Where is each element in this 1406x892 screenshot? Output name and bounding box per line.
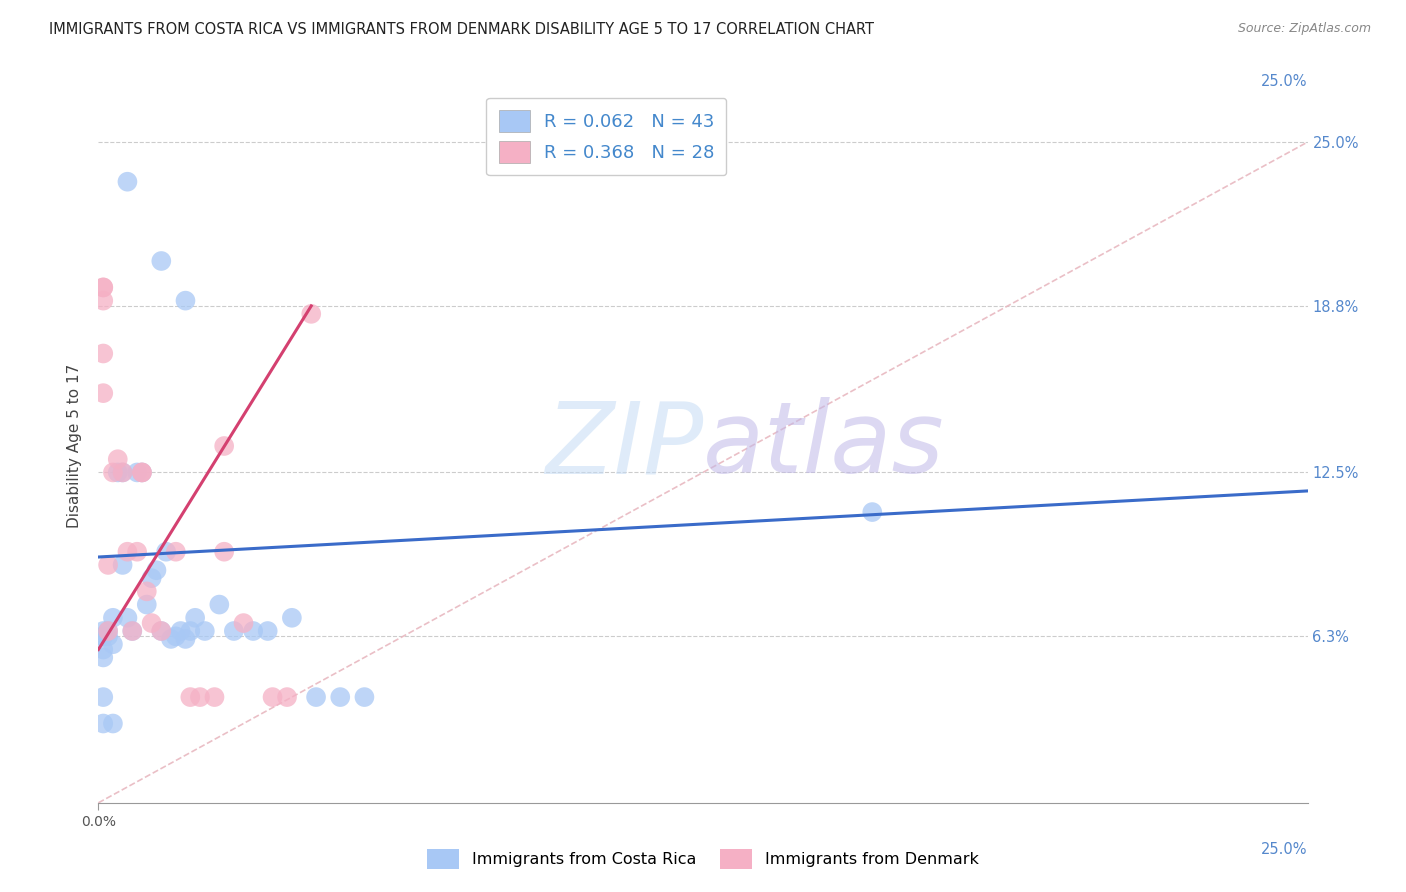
Point: [179, 690, 201, 704]
Point: [165, 545, 187, 559]
Point: [150, 624, 173, 638]
Point: [169, 624, 191, 638]
Text: 25.0%: 25.0%: [1261, 842, 1308, 857]
Point: [97, 558, 120, 572]
Point: [222, 624, 245, 638]
Point: [117, 611, 139, 625]
Y-axis label: Disability Age 5 to 17: Disability Age 5 to 17: [67, 364, 83, 528]
Point: [91, 690, 114, 704]
Point: [127, 466, 149, 480]
Text: Source: ZipAtlas.com: Source: ZipAtlas.com: [1237, 22, 1371, 36]
Point: [131, 466, 153, 480]
Legend: R = 0.062   N = 43, R = 0.368   N = 28: R = 0.062 N = 43, R = 0.368 N = 28: [486, 98, 725, 176]
Point: [212, 545, 235, 559]
Text: ZIP: ZIP: [544, 398, 703, 494]
Point: [281, 611, 304, 625]
Point: [127, 545, 149, 559]
Point: [262, 690, 284, 704]
Point: [111, 558, 134, 572]
Point: [91, 280, 114, 294]
Point: [101, 637, 124, 651]
Point: [97, 624, 120, 638]
Point: [208, 598, 231, 612]
Point: [101, 611, 124, 625]
Point: [91, 629, 114, 643]
Point: [179, 624, 201, 638]
Legend: Immigrants from Costa Rica, Immigrants from Denmark: Immigrants from Costa Rica, Immigrants f…: [420, 843, 986, 875]
Point: [141, 571, 163, 585]
Point: [117, 545, 139, 559]
Point: [91, 293, 114, 308]
Point: [155, 545, 177, 559]
Text: 25.0%: 25.0%: [1261, 74, 1308, 89]
Point: [91, 280, 114, 294]
Point: [212, 439, 235, 453]
Point: [150, 624, 173, 638]
Point: [204, 690, 226, 704]
Point: [91, 386, 114, 401]
Point: [91, 624, 114, 638]
Point: [97, 629, 120, 643]
Point: [107, 466, 129, 480]
Point: [131, 466, 153, 480]
Point: [111, 466, 134, 480]
Point: [242, 624, 264, 638]
Point: [91, 642, 114, 657]
Point: [329, 690, 352, 704]
Point: [101, 716, 124, 731]
Text: IMMIGRANTS FROM COSTA RICA VS IMMIGRANTS FROM DENMARK DISABILITY AGE 5 TO 17 COR: IMMIGRANTS FROM COSTA RICA VS IMMIGRANTS…: [49, 22, 875, 37]
Point: [232, 616, 254, 631]
Point: [256, 624, 278, 638]
Point: [276, 690, 298, 704]
Point: [141, 616, 163, 631]
Point: [188, 690, 211, 704]
Point: [174, 632, 197, 646]
Point: [97, 624, 120, 638]
Point: [91, 650, 114, 665]
Point: [145, 563, 167, 577]
Point: [305, 690, 328, 704]
Point: [135, 598, 157, 612]
Point: [150, 254, 173, 268]
Point: [174, 293, 197, 308]
Point: [117, 175, 139, 189]
Point: [135, 584, 157, 599]
Point: [101, 466, 124, 480]
Point: [121, 624, 143, 638]
Point: [194, 624, 217, 638]
Text: atlas: atlas: [703, 398, 945, 494]
Point: [91, 629, 114, 643]
Point: [184, 611, 207, 625]
Point: [111, 466, 134, 480]
Point: [299, 307, 322, 321]
Point: [353, 690, 375, 704]
Point: [91, 716, 114, 731]
Point: [91, 346, 114, 360]
Point: [160, 632, 183, 646]
Point: [131, 466, 153, 480]
Point: [860, 505, 883, 519]
Point: [121, 624, 143, 638]
Point: [107, 452, 129, 467]
Point: [165, 629, 187, 643]
